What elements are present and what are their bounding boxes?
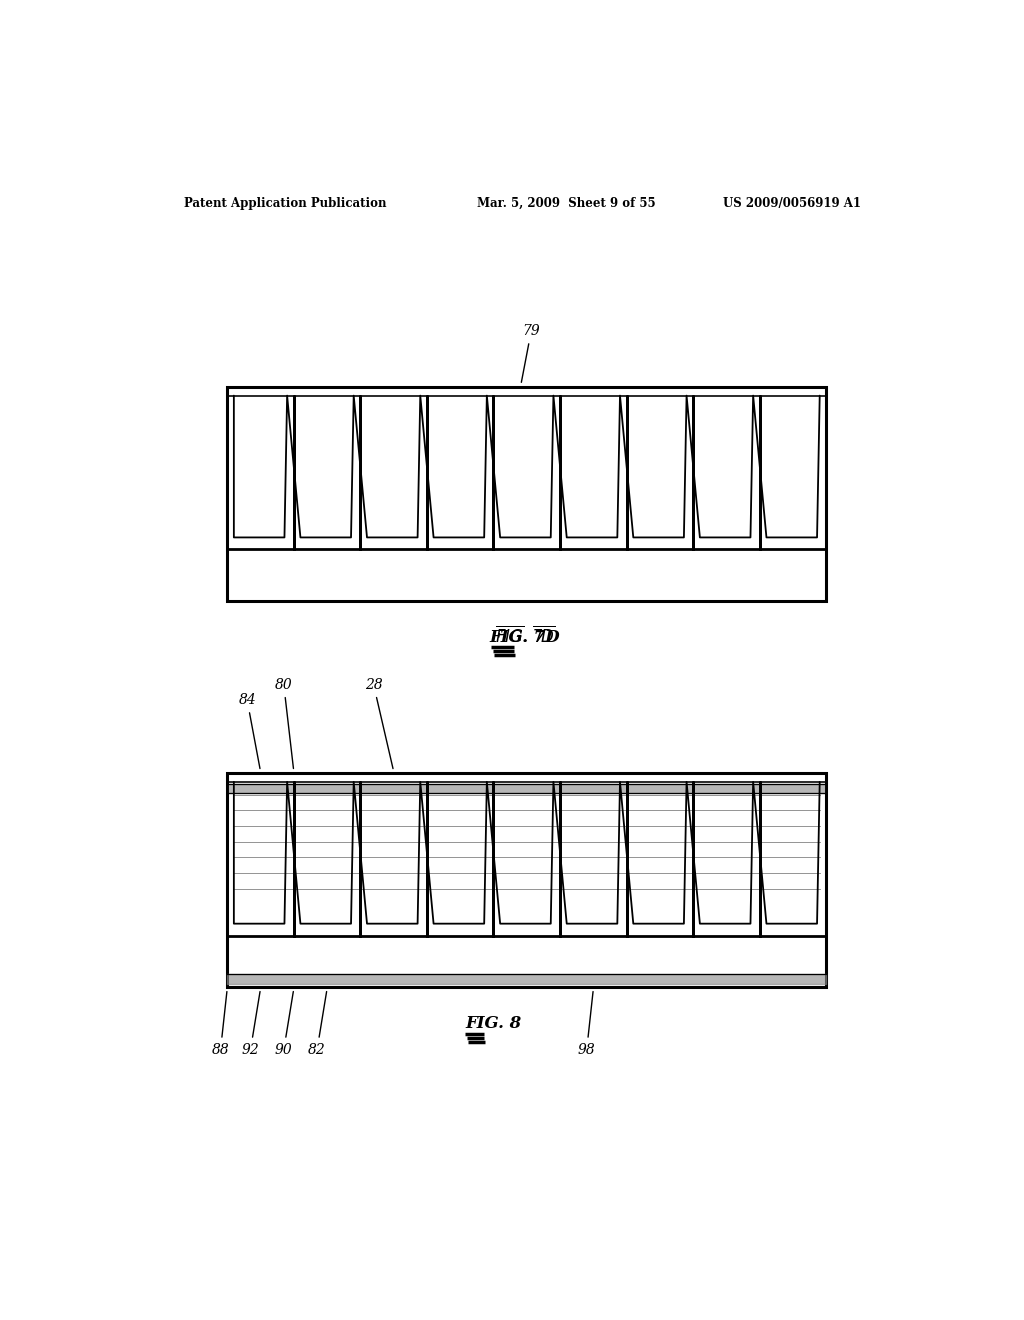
Text: 79: 79	[521, 325, 540, 383]
Text: US 2009/0056919 A1: US 2009/0056919 A1	[723, 197, 861, 210]
Text: Patent Application Publication: Patent Application Publication	[183, 197, 386, 210]
Bar	[227, 387, 826, 601]
Text: $\overline{FIG}$. $\overline{7D}$: $\overline{FIG}$. $\overline{7D}$	[495, 626, 555, 647]
Text: 80: 80	[274, 678, 294, 768]
Text: 90: 90	[274, 991, 293, 1057]
Bar	[227, 774, 826, 987]
Text: 98: 98	[578, 991, 596, 1057]
Text: FIG. 8: FIG. 8	[465, 1015, 521, 1032]
Text: 82: 82	[308, 991, 327, 1057]
Text: 88: 88	[212, 991, 229, 1057]
Text: 84: 84	[239, 693, 260, 768]
Text: FIG. 7D: FIG. 7D	[489, 630, 560, 645]
Text: 28: 28	[365, 678, 393, 768]
Text: 92: 92	[242, 991, 260, 1057]
Text: Mar. 5, 2009  Sheet 9 of 55: Mar. 5, 2009 Sheet 9 of 55	[477, 197, 655, 210]
